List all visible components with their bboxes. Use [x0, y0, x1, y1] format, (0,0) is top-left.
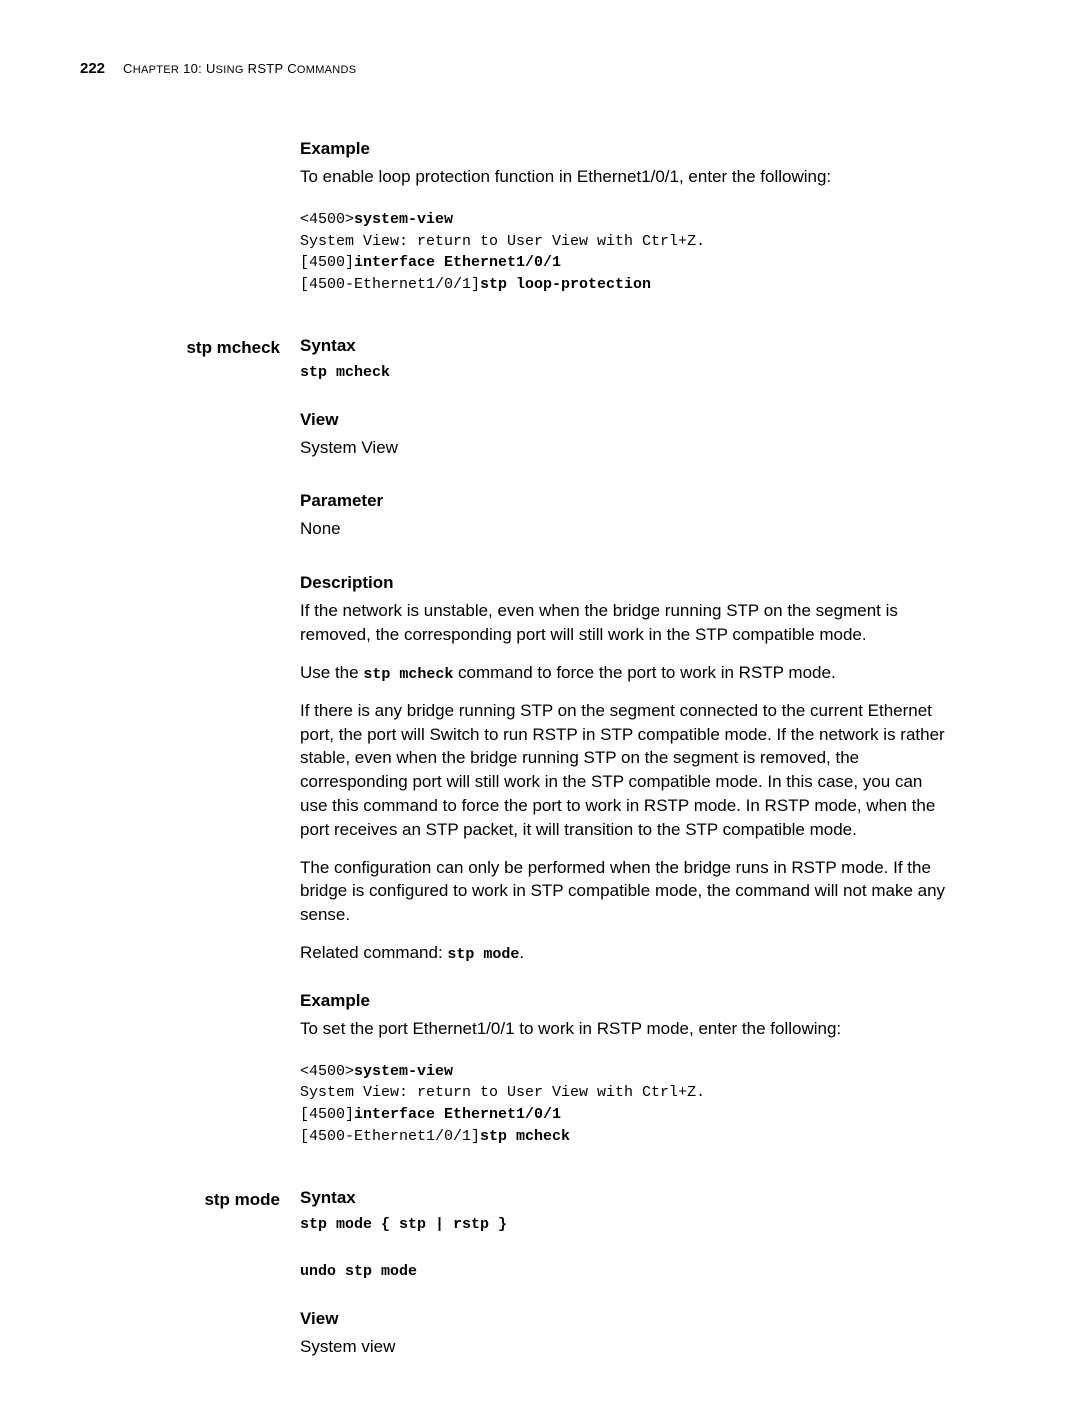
syntax-code: stp mcheck: [300, 362, 950, 384]
parameter-heading: Parameter: [300, 491, 950, 511]
content-grid: Example To enable loop protection functi…: [80, 139, 1010, 1365]
document-page: 222 CHAPTER 10: USING RSTP COMMANDS Exam…: [0, 0, 1080, 1425]
sidebar-stp-mcheck: stp mcheck: [80, 336, 280, 1188]
sidebar-stp-mode: stp mode: [80, 1188, 280, 1365]
related-command: Related command: stp mode.: [300, 941, 950, 965]
example2-heading: Example: [300, 991, 950, 1011]
example1-code: <4500>system-view System View: return to…: [300, 209, 950, 296]
stp-mode-syntax1: stp mode { stp | rstp }: [300, 1214, 950, 1236]
view-heading: View: [300, 410, 950, 430]
page-header: 222 CHAPTER 10: USING RSTP COMMANDS: [80, 60, 1010, 77]
description-p1: If the network is unstable, even when th…: [300, 599, 950, 647]
description-p3: If there is any bridge running STP on th…: [300, 699, 950, 842]
stp-mode-block: Syntax stp mode { stp | rstp } undo stp …: [300, 1188, 1010, 1365]
stp-mode-view-text: System view: [300, 1335, 950, 1359]
stp-mode-syntax-heading: Syntax: [300, 1188, 950, 1208]
description-p2: Use the stp mcheck command to force the …: [300, 661, 950, 685]
example1-block: Example To enable loop protection functi…: [300, 139, 1010, 336]
stp-mcheck-block: Syntax stp mcheck View System View Param…: [300, 336, 1010, 1188]
example1-intro: To enable loop protection function in Et…: [300, 165, 950, 189]
stp-mode-syntax2: undo stp mode: [300, 1261, 950, 1283]
page-number: 222: [80, 60, 105, 77]
example1-heading: Example: [300, 139, 950, 159]
stp-mode-view-heading: View: [300, 1309, 950, 1329]
description-heading: Description: [300, 573, 950, 593]
sidebar-empty: [80, 139, 280, 336]
syntax-heading: Syntax: [300, 336, 950, 356]
parameter-text: None: [300, 517, 950, 541]
example2-code: <4500>system-view System View: return to…: [300, 1061, 950, 1148]
chapter-title: CHAPTER 10: USING RSTP COMMANDS: [123, 61, 356, 76]
description-p4: The configuration can only be performed …: [300, 856, 950, 927]
view-text: System View: [300, 436, 950, 460]
example2-intro: To set the port Ethernet1/0/1 to work in…: [300, 1017, 950, 1041]
